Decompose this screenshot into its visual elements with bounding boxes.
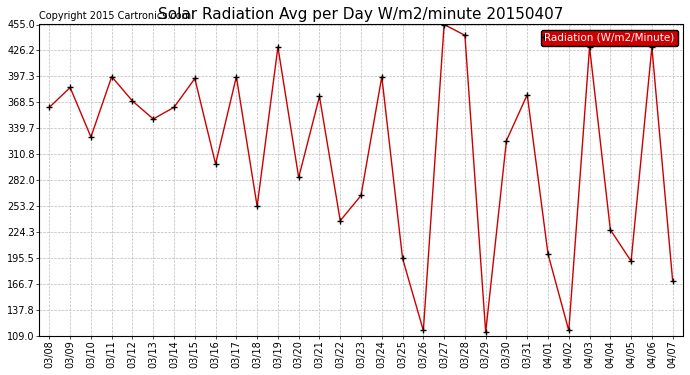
Radiation (W/m2/Minute) — [128, 99, 137, 103]
Radiation (W/m2/Minute) — [607, 228, 615, 232]
Radiation (W/m2/Minute) — [274, 45, 282, 49]
Radiation (W/m2/Minute) — [585, 45, 593, 49]
Radiation (W/m2/Minute) — [295, 175, 303, 180]
Radiation (W/m2/Minute) — [420, 328, 428, 333]
Radiation (W/m2/Minute) — [564, 328, 573, 333]
Line: Radiation (W/m2/Minute): Radiation (W/m2/Minute) — [47, 22, 676, 335]
Radiation (W/m2/Minute) — [482, 330, 490, 334]
Legend: Radiation (W/m2/Minute): Radiation (W/m2/Minute) — [542, 30, 678, 46]
Radiation (W/m2/Minute) — [669, 279, 677, 283]
Radiation (W/m2/Minute) — [357, 193, 365, 198]
Radiation (W/m2/Minute) — [648, 45, 656, 49]
Radiation (W/m2/Minute) — [233, 75, 241, 79]
Radiation (W/m2/Minute) — [377, 75, 386, 79]
Radiation (W/m2/Minute) — [170, 105, 178, 110]
Radiation (W/m2/Minute) — [502, 138, 511, 143]
Title: Solar Radiation Avg per Day W/m2/minute 20150407: Solar Radiation Avg per Day W/m2/minute … — [158, 7, 564, 22]
Radiation (W/m2/Minute) — [523, 93, 531, 97]
Radiation (W/m2/Minute) — [87, 135, 95, 139]
Radiation (W/m2/Minute) — [315, 94, 324, 99]
Radiation (W/m2/Minute) — [544, 252, 552, 256]
Radiation (W/m2/Minute) — [253, 204, 262, 209]
Radiation (W/m2/Minute) — [66, 85, 75, 90]
Radiation (W/m2/Minute) — [190, 76, 199, 81]
Radiation (W/m2/Minute) — [211, 162, 219, 166]
Radiation (W/m2/Minute) — [627, 259, 635, 264]
Radiation (W/m2/Minute) — [149, 117, 157, 121]
Radiation (W/m2/Minute) — [461, 33, 469, 38]
Radiation (W/m2/Minute) — [46, 105, 54, 110]
Radiation (W/m2/Minute) — [398, 256, 406, 261]
Radiation (W/m2/Minute) — [440, 22, 449, 27]
Radiation (W/m2/Minute) — [108, 75, 116, 79]
Radiation (W/m2/Minute) — [336, 219, 344, 223]
Text: Copyright 2015 Cartronics.com: Copyright 2015 Cartronics.com — [39, 11, 191, 21]
